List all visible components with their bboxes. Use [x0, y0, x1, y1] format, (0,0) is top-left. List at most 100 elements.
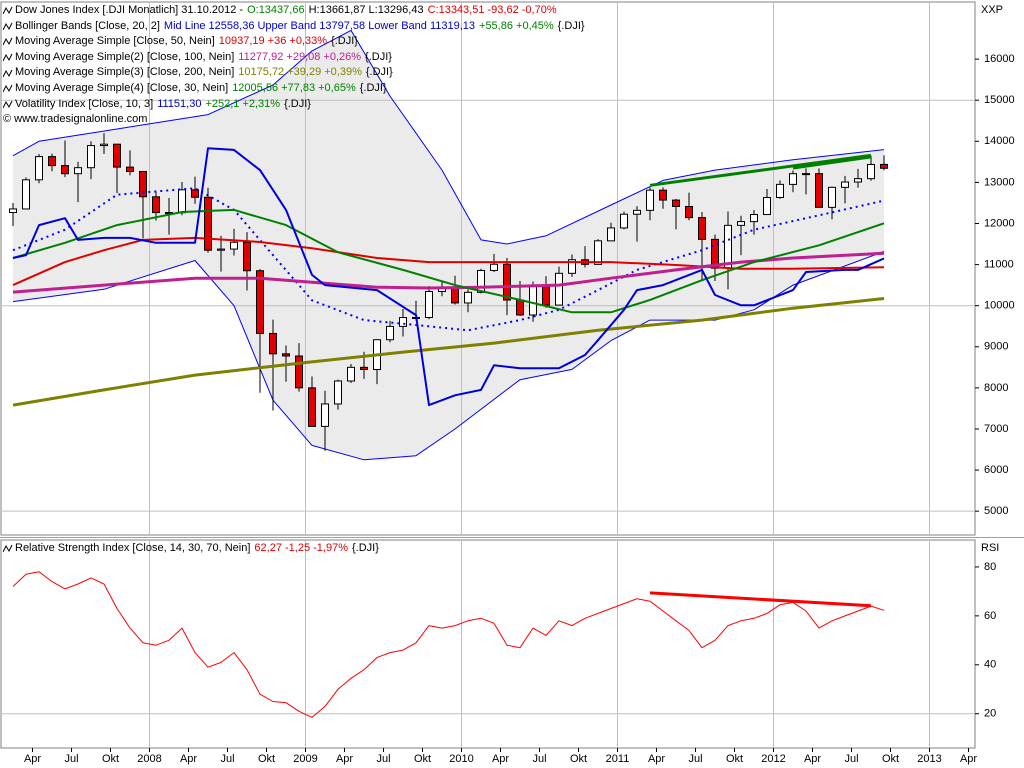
x-tick-label: Apr: [24, 753, 41, 765]
x-tick-label: Apr: [492, 753, 509, 765]
candle-body: [698, 217, 706, 240]
axis-label: RSI: [981, 542, 999, 554]
candle-body: [178, 189, 186, 214]
legend-text: H:13661,87 L:13296,43: [308, 4, 424, 16]
candle-body: [724, 224, 732, 269]
candle-body: [776, 183, 784, 198]
legend-icon: [3, 85, 13, 93]
legend-icon: [3, 7, 13, 15]
legend-icon: [3, 100, 13, 109]
candle-body: [503, 263, 511, 301]
candle-body: [763, 196, 771, 216]
copyright: © www.tradesignalonline.com: [3, 112, 589, 128]
legend-text: Moving Average Simple(2) [Close, 100, Ne…: [15, 50, 235, 63]
legend-icon-shape: [3, 85, 13, 93]
y-tick-label: 7000: [984, 423, 1008, 435]
legend-entry: Relative Strength Index [Close, 14, 30, …: [3, 541, 383, 557]
candle-body: [555, 272, 563, 306]
y-tick-label: 9000: [984, 341, 1008, 353]
candle-body: [607, 227, 615, 242]
candle-body: [243, 241, 251, 272]
x-tick-label: Jul: [844, 753, 858, 765]
candle-body: [256, 270, 264, 334]
candle-body: [737, 221, 745, 226]
candle-body: [22, 179, 30, 210]
candle-body: [477, 269, 485, 293]
legend-text: {.DJI}: [352, 542, 379, 554]
candle-body: [100, 143, 108, 147]
legend-entry: Bollinger Bands [Close, 20, 2] Mid Line 1…: [3, 19, 589, 35]
candle-body: [386, 325, 394, 341]
candle-body: [789, 173, 797, 185]
legend-icon: [3, 69, 13, 77]
x-tick-label: 2013: [917, 753, 941, 765]
x-tick-label: Okt: [882, 753, 899, 765]
y-tick-label: 13000: [984, 176, 1015, 188]
legend-icon-shape: [3, 545, 13, 553]
candle-body: [659, 189, 667, 201]
legend-text: +252,1 +2,31%: [205, 97, 281, 110]
candle-body: [152, 196, 160, 214]
candle-body: [620, 213, 628, 229]
x-tick-label: Jul: [64, 753, 78, 765]
legend-text: C:13343,51 -93,62 -0,70%: [427, 4, 557, 16]
trend-line: [792, 155, 872, 170]
y-tick-label: 11000: [984, 259, 1014, 271]
copyright-text: © www.tradesignalonline.com: [3, 113, 148, 126]
legend-entry: Volatility Index [Close, 10, 3] 11151,30 +…: [3, 97, 589, 113]
candle-body: [529, 286, 537, 316]
y-tick-label: 20: [984, 708, 996, 720]
axis-label: XXP: [981, 4, 1003, 16]
indicator-line: [12, 251, 885, 294]
x-tick-label: 2012: [761, 753, 785, 765]
candle-body: [139, 171, 147, 198]
x-tick-label: 2009: [293, 753, 317, 765]
candle-body: [854, 178, 862, 183]
y-tick-label: 15000: [984, 94, 1015, 106]
legend-text: {.DJI}: [365, 66, 393, 79]
candle-body: [48, 156, 56, 167]
y-tick-label: 6000: [984, 464, 1008, 476]
legend-icon: [3, 545, 13, 553]
candle-body: [841, 181, 849, 188]
x-tick-label: 2011: [606, 753, 630, 765]
candle-body: [126, 166, 134, 173]
candle-body: [646, 189, 654, 211]
candle-body: [113, 143, 121, 168]
legend-icon: [3, 53, 13, 62]
candle-body: [542, 286, 550, 306]
x-tick-label: 2010: [449, 753, 473, 765]
legend-entry: Moving Average Simple(2) [Close, 100, Ne…: [3, 50, 589, 66]
trend-line: [649, 591, 872, 608]
legend-text: O:13437,66: [247, 4, 305, 16]
rsi-line: [12, 571, 885, 718]
candle-body: [685, 205, 693, 219]
legend-text: Volatility Index [Close, 10, 3]: [15, 97, 154, 110]
candle-body: [425, 291, 433, 318]
legend-text: 10175,72 +39,29 +0,39%: [238, 66, 362, 79]
legend-text: Moving Average Simple [Close, 50, Nein]: [15, 35, 215, 48]
legend-entry: Moving Average Simple [Close, 50, Nein] 1…: [3, 34, 589, 50]
x-tick-label: 2008: [137, 753, 161, 765]
candle-body: [308, 387, 316, 427]
candle-body: [672, 199, 680, 207]
y-tick-label: 14000: [984, 135, 1015, 147]
legend-text: 10937,19 +36 +0,33%: [218, 35, 328, 48]
x-tick-label: Okt: [258, 753, 275, 765]
candle-body: [334, 380, 342, 405]
candle-body: [516, 299, 524, 316]
x-tick-label: Jul: [376, 753, 390, 765]
legend: Relative Strength Index [Close, 14, 30, …: [3, 541, 383, 557]
legend-icon-shape: [3, 100, 13, 109]
y-tick-label: 40: [984, 659, 996, 671]
candle-body: [74, 167, 82, 175]
legend-text: Mid Line 12558,36 Upper Band 13797,58 Lo…: [163, 19, 476, 32]
y-tick-label: 12000: [984, 217, 1015, 229]
trend-line: [649, 153, 872, 187]
candle-body: [321, 403, 329, 427]
x-tick-label: Apr: [648, 753, 665, 765]
legend-entry: Moving Average Simple(3) [Close, 200, Ne…: [3, 65, 589, 81]
legend-entry: Moving Average Simple(4) [Close, 30, Nei…: [3, 81, 589, 97]
